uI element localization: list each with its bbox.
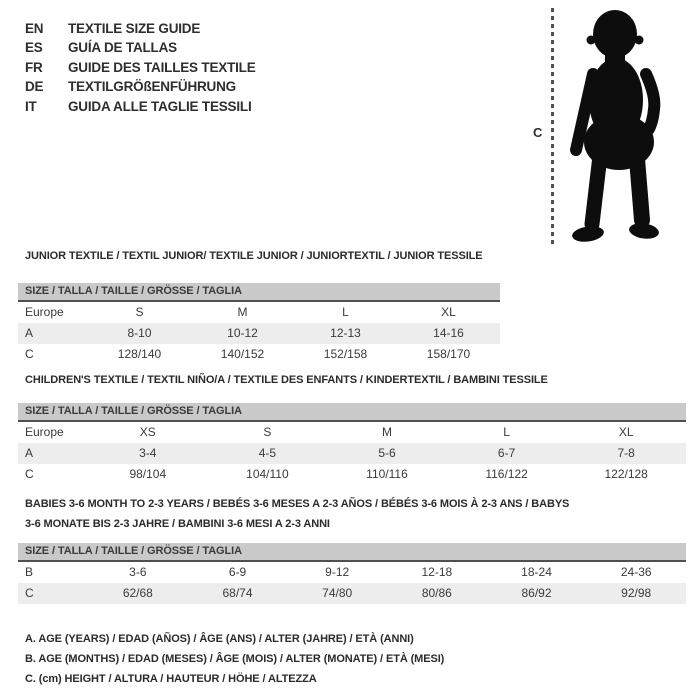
age-cell: 6-9	[228, 565, 247, 579]
height-cell: 62/68	[122, 586, 153, 600]
height-measure-dashed-line	[551, 8, 554, 246]
language-row-fr: FR GUIDE DES TAILLES TEXTILE	[25, 58, 256, 77]
toddler-silhouette	[570, 10, 661, 242]
row-label: C	[25, 467, 34, 481]
age-cell: 3-4	[139, 446, 157, 460]
age-cell: 4-5	[258, 446, 277, 460]
age-cell: 8-10	[127, 326, 152, 340]
age-cell: 9-12	[325, 565, 350, 579]
language-code: EN	[25, 21, 44, 36]
age-cell: 24-36	[620, 565, 652, 579]
age-cell: 6-7	[497, 446, 516, 460]
size-cell: XS	[139, 425, 156, 439]
language-row-de: DE TEXTILGRÖßENFÜHRUNG	[25, 77, 256, 96]
row-label: C	[25, 347, 34, 361]
row-label: C	[25, 586, 34, 600]
size-cell: L	[503, 425, 510, 439]
table-row-age-months: B 3-6 6-9 9-12 12-18 18-24 24-36	[18, 562, 686, 583]
size-table-children: SIZE / TALLA / TAILLE / GRÖSSE / TAGLIA …	[18, 403, 686, 485]
language-title-list: EN TEXTILE SIZE GUIDE ES GUÍA DE TALLAS …	[25, 19, 256, 116]
age-cell: 3-6	[129, 565, 147, 579]
section-title-children: CHILDREN'S TEXTILE / TEXTIL NIÑO/A / TEX…	[25, 374, 548, 386]
language-row-es: ES GUÍA DE TALLAS	[25, 38, 256, 57]
age-cell: 10-12	[227, 326, 258, 340]
section-title-babies: BABIES 3-6 MONTH TO 2-3 YEARS / BEBÉS 3-…	[25, 498, 570, 530]
height-measure-label: C	[533, 125, 543, 140]
legend-line-a: A. AGE (YEARS) / EDAD (AÑOS) / ÂGE (ANS)…	[25, 633, 414, 645]
language-code: FR	[25, 59, 43, 75]
row-label: A	[25, 326, 34, 340]
height-cell: 80/86	[421, 586, 452, 600]
guide-title-es: GUÍA DE TALLAS	[68, 40, 177, 56]
table-row-height: C 62/68 68/74 74/80 80/86 86/92 92/98	[18, 583, 686, 604]
size-cell: S	[263, 425, 272, 439]
height-cell: 128/140	[117, 347, 162, 361]
age-cell: 5-6	[378, 446, 396, 460]
measurement-legend: A. AGE (YEARS) / EDAD (AÑOS) / ÂGE (ANS)…	[25, 629, 444, 689]
size-header-bar: SIZE / TALLA / TAILLE / GRÖSSE / TAGLIA	[18, 403, 686, 422]
height-cell: 74/80	[322, 586, 353, 600]
language-row-it: IT GUIDA ALLE TAGLIE TESSILI	[25, 97, 256, 116]
guide-title-fr: GUIDE DES TAILLES TEXTILE	[68, 59, 256, 75]
table-row-europe: Europe S M L XL	[18, 302, 500, 323]
height-cell: 158/170	[426, 347, 471, 361]
age-cell: 7-8	[617, 446, 635, 460]
age-cell: 14-16	[433, 326, 464, 340]
table-row-height: C 98/104 104/110 110/116 116/122 122/128	[18, 464, 686, 485]
height-cell: 92/98	[621, 586, 652, 600]
size-cell: S	[135, 305, 144, 319]
age-cell: 18-24	[521, 565, 552, 579]
language-code: ES	[25, 40, 43, 56]
size-cell: M	[237, 305, 248, 319]
size-cell: L	[342, 305, 349, 319]
guide-title-de: TEXTILGRÖßENFÜHRUNG	[68, 79, 236, 95]
legend-line-c: C. (cm) HEIGHT / ALTURA / HAUTEUR / HÖHE…	[25, 673, 317, 685]
size-cell: XL	[441, 305, 456, 319]
height-cell: 98/104	[129, 467, 167, 481]
age-cell: 12-13	[330, 326, 361, 340]
height-cell: 86/92	[521, 586, 552, 600]
height-cell: 104/110	[246, 467, 289, 481]
guide-title-it: GUIDA ALLE TAGLIE TESSILI	[68, 98, 252, 114]
row-label: Europe	[25, 305, 64, 319]
size-table-babies: SIZE / TALLA / TAILLE / GRÖSSE / TAGLIA …	[18, 543, 686, 604]
section-title-junior: JUNIOR TEXTILE / TEXTIL JUNIOR/ TEXTILE …	[25, 250, 483, 262]
size-header-bar: SIZE / TALLA / TAILLE / GRÖSSE / TAGLIA	[18, 283, 500, 302]
size-cell: M	[381, 425, 392, 439]
height-cell: 68/74	[222, 586, 253, 600]
size-cell: XL	[618, 425, 634, 439]
row-label: A	[25, 446, 34, 460]
table-row-europe: Europe XS S M L XL	[18, 422, 686, 443]
height-cell: 152/158	[323, 347, 368, 361]
guide-title-en: TEXTILE SIZE GUIDE	[68, 21, 201, 36]
age-cell: 12-18	[421, 565, 453, 579]
language-code: IT	[25, 98, 37, 114]
size-table-junior: SIZE / TALLA / TAILLE / GRÖSSE / TAGLIA …	[18, 283, 500, 365]
table-row-age: A 3-4 4-5 5-6 6-7 7-8	[18, 443, 686, 464]
language-code: DE	[25, 79, 44, 95]
legend-line-b: B. AGE (MONTHS) / EDAD (MESES) / ÂGE (MO…	[25, 653, 445, 665]
table-row-height: C 128/140 140/152 152/158 158/170	[18, 344, 500, 365]
language-row-en: EN TEXTILE SIZE GUIDE	[25, 19, 256, 38]
height-cell: 110/116	[366, 467, 408, 481]
row-label: Europe	[25, 425, 64, 439]
size-header-bar: SIZE / TALLA / TAILLE / GRÖSSE / TAGLIA	[18, 543, 686, 562]
height-cell: 116/122	[485, 467, 528, 481]
height-cell: 122/128	[604, 467, 648, 481]
height-cell: 140/152	[220, 347, 265, 361]
row-label: B	[25, 565, 34, 579]
table-row-age: A 8-10 10-12 12-13 14-16	[18, 323, 500, 344]
